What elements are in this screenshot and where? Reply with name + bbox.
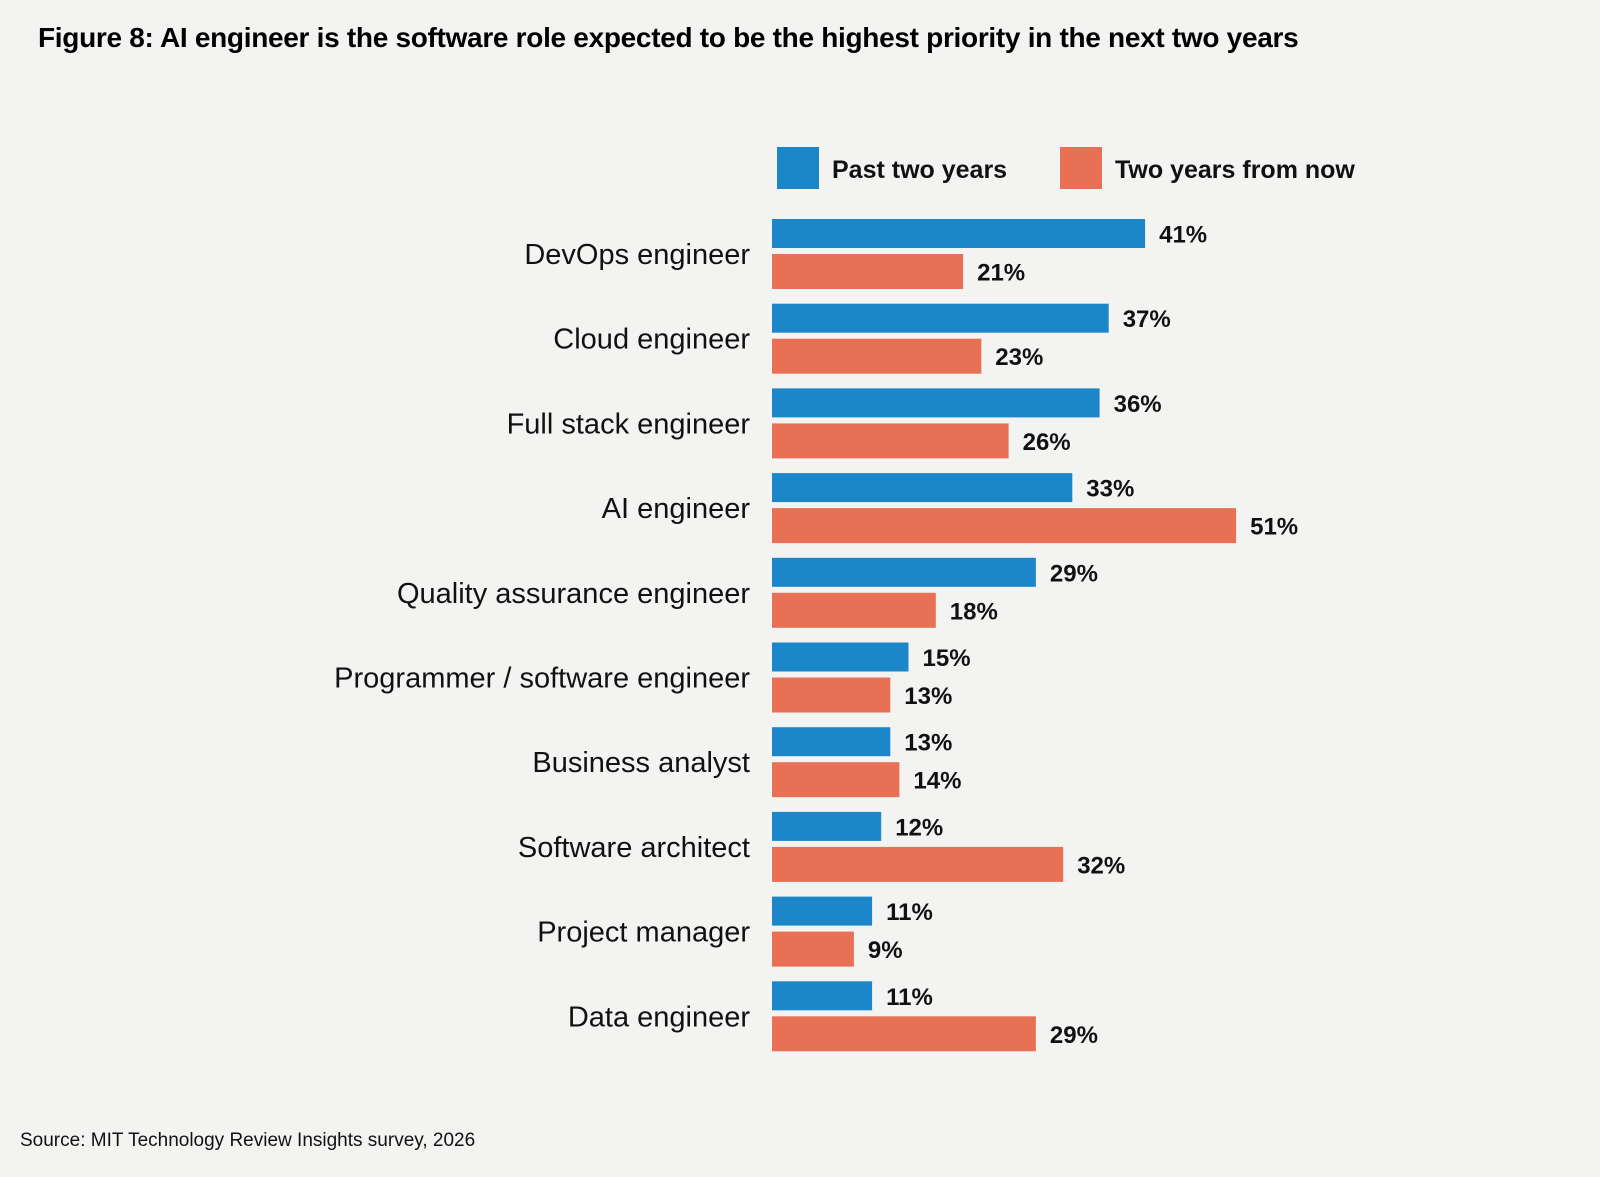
- bar-two-years-from-now: [772, 677, 891, 713]
- bar-group: Software architect 12% 32%: [518, 811, 1125, 882]
- bar-past-two-years: [772, 642, 909, 672]
- value-label-past: 11%: [886, 984, 933, 1011]
- category-label: Data engineer: [568, 1001, 751, 1033]
- source-note: Source: MIT Technology Review Insights s…: [20, 1130, 476, 1151]
- bar-past-two-years: [772, 219, 1146, 248]
- value-label-past: 13%: [904, 730, 952, 757]
- value-label-past: 33%: [1086, 476, 1134, 503]
- value-label-future: 51%: [1250, 514, 1298, 541]
- category-label: AI engineer: [602, 493, 751, 525]
- bar-group: DevOps engineer 41% 21%: [524, 219, 1207, 289]
- bar-two-years-from-now: [772, 338, 982, 374]
- bar-chart: Past two years Two years from now DevOps …: [334, 147, 1355, 1052]
- value-label-past: 15%: [923, 645, 971, 672]
- bar-past-two-years: [772, 981, 873, 1011]
- bar-group: Business analyst 13% 14%: [532, 727, 961, 798]
- category-label: Project manager: [537, 917, 750, 949]
- bar-group: Programmer / software engineer 15% 13%: [334, 642, 971, 713]
- bar-two-years-from-now: [772, 423, 1009, 459]
- bar-past-two-years: [772, 557, 1036, 587]
- category-label: Software architect: [518, 832, 750, 864]
- category-label: Cloud engineer: [553, 324, 750, 356]
- legend: Past two years Two years from now: [777, 147, 1355, 189]
- bar-past-two-years: [772, 473, 1073, 503]
- chart-title: Figure 8: AI engineer is the software ro…: [38, 22, 1299, 53]
- bar-two-years-from-now: [772, 1016, 1036, 1052]
- bar-two-years-from-now: [772, 931, 854, 967]
- bar-past-two-years: [772, 388, 1100, 418]
- bar-group: Quality assurance engineer 29% 18%: [397, 557, 1098, 628]
- bar-two-years-from-now: [772, 508, 1237, 544]
- bar-group: Data engineer 11% 29%: [568, 981, 1098, 1052]
- category-label: Quality assurance engineer: [397, 578, 750, 610]
- value-label-future: 32%: [1077, 852, 1125, 879]
- value-label-future: 13%: [904, 683, 952, 710]
- legend-swatch-future: [1060, 147, 1102, 189]
- bar-past-two-years: [772, 811, 882, 841]
- value-label-future: 21%: [977, 260, 1025, 287]
- category-label: Business analyst: [532, 747, 750, 779]
- value-label-past: 11%: [886, 899, 933, 926]
- legend-swatch-past: [777, 147, 819, 189]
- value-label-future: 23%: [995, 344, 1043, 371]
- bars-group: DevOps engineer 41% 21% Cloud engineer 37% 23…: [334, 219, 1298, 1052]
- value-label-past: 36%: [1114, 391, 1162, 418]
- value-label-past: 29%: [1050, 560, 1098, 587]
- bar-two-years-from-now: [772, 762, 900, 798]
- bar-group: Full stack engineer 36% 26%: [507, 388, 1162, 459]
- value-label-future: 18%: [950, 598, 998, 625]
- legend-label-past: Past two years: [832, 156, 1007, 184]
- bar-past-two-years: [772, 896, 873, 926]
- value-label-past: 12%: [895, 814, 943, 841]
- value-label-future: 29%: [1050, 1022, 1098, 1049]
- category-label: Programmer / software engineer: [334, 663, 750, 695]
- bar-past-two-years: [772, 303, 1109, 333]
- bar-group: Project manager 11% 9%: [537, 896, 933, 967]
- value-label-future: 14%: [913, 768, 961, 795]
- value-label-past: 41%: [1159, 222, 1207, 249]
- bar-past-two-years: [772, 727, 891, 757]
- value-label-future: 9%: [868, 937, 903, 964]
- legend-label-future: Two years from now: [1115, 156, 1355, 184]
- bar-group: AI engineer 33% 51%: [602, 473, 1298, 544]
- value-label-past: 37%: [1123, 306, 1171, 333]
- category-label: Full stack engineer: [507, 408, 751, 440]
- bar-two-years-from-now: [772, 846, 1064, 882]
- bar-group: Cloud engineer 37% 23%: [553, 303, 1171, 374]
- bar-two-years-from-now: [772, 592, 936, 628]
- bar-two-years-from-now: [772, 254, 964, 289]
- value-label-future: 26%: [1023, 429, 1071, 456]
- category-label: DevOps engineer: [524, 239, 750, 271]
